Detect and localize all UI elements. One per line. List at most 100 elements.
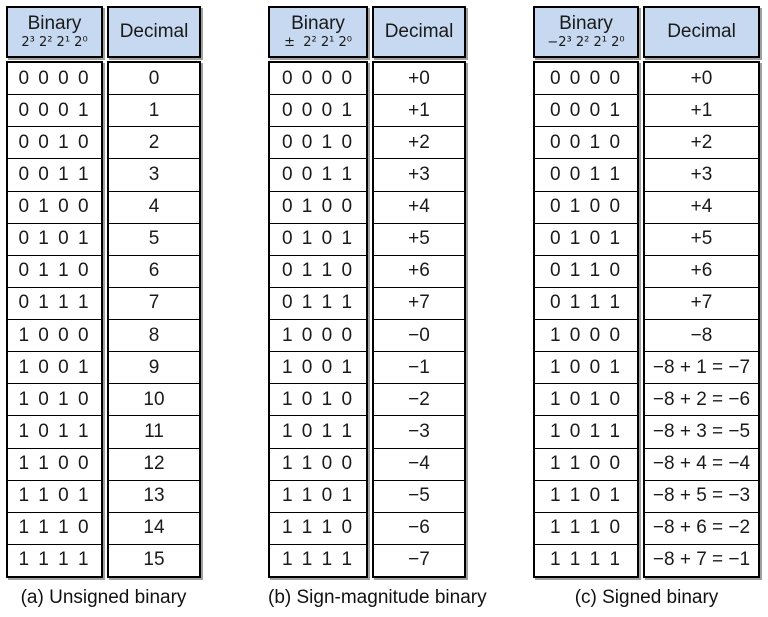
decimal-column-body: +0 +1 +2 +3 +4 +5 +6 +7 −8 −8 + 1 = −7 −8 + 2 = −6… <box>643 61 760 578</box>
decimal-cell: 4 <box>109 190 199 223</box>
binary-cell: 0 1 1 0 <box>8 254 101 287</box>
decimal-cell: −8 + 1 = −7 <box>645 351 758 383</box>
decimal-cell: +4 <box>374 190 464 223</box>
decimal-cell: +1 <box>374 94 464 126</box>
table-caption: (c) Signed binary <box>574 587 719 608</box>
decimal-column: Decimal +0 +1 +2 +3 +4 +5 +6 +7 −8 −8 + 1 = −7 −8 … <box>643 6 760 578</box>
decimal-cell: −8 + 4 = −4 <box>645 447 758 480</box>
decimal-header-title: Decimal <box>119 21 189 42</box>
decimal-cell: 0 <box>148 67 160 89</box>
binary-column-header: Binary −2³ 2² 2¹ 2⁰ <box>533 6 639 58</box>
binary-cell: 0 0 0 0 <box>281 67 355 89</box>
decimal-column-body: 0 1 2 3 4 5 6 7 8 9 10 11 12 13 14 15 <box>107 61 201 578</box>
binary-cell: 1 0 0 1 <box>270 351 366 383</box>
decimal-header-title: Decimal <box>667 21 736 42</box>
decimal-cell: −2 <box>374 383 464 415</box>
binary-header-weights: −2³ 2² 2¹ 2⁰ <box>547 35 625 50</box>
binary-cell: 0 0 1 1 <box>8 158 101 190</box>
binary-cell: 1 1 0 0 <box>535 447 637 480</box>
decimal-cell: +2 <box>374 126 464 158</box>
binary-cell: 1 1 0 1 <box>270 479 366 512</box>
table-caption: (b) Sign-magnitude binary <box>268 587 487 608</box>
binary-header-title: Binary <box>27 13 82 34</box>
binary-cell: 0 1 0 1 <box>535 222 637 255</box>
binary-cell: 1 1 1 1 <box>535 543 637 576</box>
decimal-cell: −6 <box>374 511 464 544</box>
decimal-column-body: +0 +1 +2 +3 +4 +5 +6 +7 −0 −1 −2 −3 −4 −5 −6 −7 <box>372 61 466 578</box>
binary-cell: 0 0 1 1 <box>270 158 366 190</box>
decimal-column-header: Decimal <box>372 6 466 58</box>
binary-cell: 1 1 0 0 <box>8 447 101 480</box>
decimal-cell: −1 <box>374 351 464 383</box>
binary-cell: 1 1 1 1 <box>270 543 366 576</box>
decimal-cell: −8 <box>645 319 758 351</box>
binary-header-title: Binary <box>559 13 613 34</box>
decimal-cell: 12 <box>109 447 199 480</box>
decimal-cell: −7 <box>374 543 464 576</box>
decimal-cell: +2 <box>645 126 758 158</box>
decimal-cell: −8 + 3 = −5 <box>645 415 758 447</box>
decimal-cell: +7 <box>374 286 464 319</box>
decimal-cell: 6 <box>109 254 199 287</box>
binary-cell: 1 0 0 0 <box>8 319 101 351</box>
decimal-cell: +3 <box>374 158 464 190</box>
binary-column-header: Binary ± 2² 2¹ 2⁰ <box>268 6 368 58</box>
binary-cell: 0 0 1 0 <box>270 126 366 158</box>
decimal-cell: 11 <box>109 415 199 447</box>
binary-cell: 1 1 0 1 <box>8 479 101 512</box>
decimal-cell: +6 <box>645 254 758 287</box>
decimal-cell: −4 <box>374 447 464 480</box>
binary-cell: 0 1 0 0 <box>270 190 366 223</box>
binary-cell: 0 0 0 0 <box>18 67 91 89</box>
binary-cell: 1 1 1 0 <box>8 511 101 544</box>
decimal-cell: 2 <box>109 126 199 158</box>
binary-header-title: Binary <box>291 13 345 34</box>
binary-cell: 1 0 1 0 <box>8 383 101 415</box>
decimal-cell: 15 <box>109 543 199 576</box>
binary-cell: 1 0 1 1 <box>270 415 366 447</box>
binary-cell: 1 1 0 0 <box>270 447 366 480</box>
binary-cell: 0 1 1 1 <box>8 286 101 319</box>
binary-cell: 1 1 0 1 <box>535 479 637 512</box>
decimal-cell: −8 + 5 = −3 <box>645 479 758 512</box>
binary-cell: 1 1 1 1 <box>8 543 101 576</box>
table-caption: (a) Unsigned binary <box>20 587 187 608</box>
decimal-cell: −0 <box>374 319 464 351</box>
binary-cell: 1 0 1 1 <box>535 415 637 447</box>
binary-header-weights: ± 2² 2¹ 2⁰ <box>284 35 352 50</box>
decimal-column-header: Decimal <box>643 6 760 58</box>
decimal-cell: +3 <box>645 158 758 190</box>
decimal-column: Decimal +0 +1 +2 +3 +4 +5 +6 +7 −0 −1 −2 −3 −4 −5 −6 −7 <box>372 6 466 578</box>
decimal-cell: −3 <box>374 415 464 447</box>
decimal-column: Decimal 0 1 2 3 4 5 6 7 8 9 10 11 12 13 14 15 <box>107 6 201 578</box>
binary-cell: 0 0 0 1 <box>270 94 366 126</box>
decimal-cell: 13 <box>109 479 199 512</box>
binary-cell: 0 0 1 0 <box>8 126 101 158</box>
binary-cell: 0 1 0 0 <box>535 190 637 223</box>
decimal-cell: 8 <box>109 319 199 351</box>
decimal-cell: +7 <box>645 286 758 319</box>
decimal-cell: −8 + 6 = −2 <box>645 511 758 544</box>
binary-cell: 0 1 0 1 <box>270 222 366 255</box>
binary-cell: 0 1 1 0 <box>535 254 637 287</box>
binary-cell: 1 0 0 0 <box>535 319 637 351</box>
decimal-cell: +6 <box>374 254 464 287</box>
decimal-cell: +0 <box>408 67 430 89</box>
binary-cell: 0 0 0 1 <box>8 94 101 126</box>
decimal-cell: 3 <box>109 158 199 190</box>
decimal-cell: 1 <box>109 94 199 126</box>
binary-cell: 1 0 0 1 <box>535 351 637 383</box>
decimal-cell: 9 <box>109 351 199 383</box>
binary-cell: 0 1 1 1 <box>535 286 637 319</box>
decimal-cell: 5 <box>109 222 199 255</box>
decimal-cell: +0 <box>690 67 713 89</box>
binary-cell: 1 1 1 0 <box>535 511 637 544</box>
